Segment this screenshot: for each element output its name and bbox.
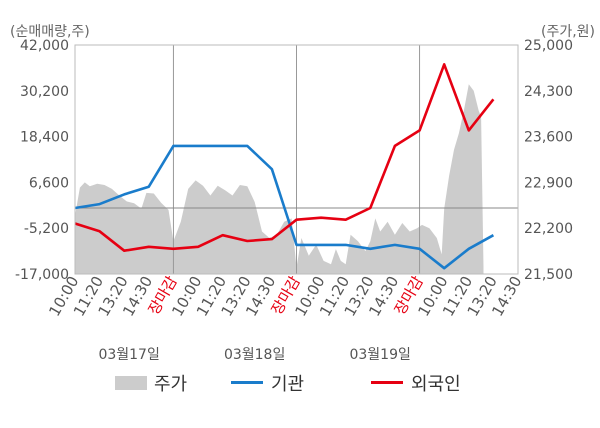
institution-line-layer xyxy=(74,144,495,270)
legend-foreign-label: 외국인 xyxy=(411,374,461,395)
legend-inst-label: 기관 xyxy=(271,374,304,395)
legend-inst-swatch xyxy=(231,381,263,384)
left-tick-label: -5,200 xyxy=(24,221,69,237)
plot-frame xyxy=(74,44,519,275)
foreign-line xyxy=(74,63,495,252)
right-tick-label: 21,500 xyxy=(524,267,573,283)
right-tick-label: 22,900 xyxy=(524,175,573,191)
institution-line xyxy=(74,144,495,270)
foreign-line-layer xyxy=(74,63,495,252)
right-tick-label: 22,200 xyxy=(524,221,573,237)
left-tick-label: 30,200 xyxy=(20,84,69,100)
price-area-layer xyxy=(75,84,484,274)
day-label: 03월17일 xyxy=(98,347,159,363)
right-axis-unit: (주가,원) xyxy=(541,24,595,40)
left-tick-label: 6,600 xyxy=(29,175,69,191)
right-axis-ticks: 25,000 24,300 23,600 22,900 22,200 21,500 xyxy=(524,38,573,283)
price-area xyxy=(75,84,484,274)
left-axis-ticks: 42,000 30,200 18,400 6,600 -5,200 -17,000 xyxy=(15,38,69,283)
x-axis-ticks: 10:0011:2013:2014:30장마감10:0011:2013:2014… xyxy=(45,273,525,320)
legend-foreign-swatch xyxy=(371,381,403,384)
plot-area xyxy=(74,44,519,275)
day-labels: 03월17일 03월18일 03월19일 xyxy=(98,347,410,363)
left-tick-label: 42,000 xyxy=(20,38,69,54)
left-axis-unit: (순매매량,주) xyxy=(10,24,90,40)
legend: 주가 기관 외국인 xyxy=(115,374,461,395)
left-tick-label: -17,000 xyxy=(15,267,69,283)
right-tick-label: 24,300 xyxy=(524,84,573,100)
right-tick-label: 25,000 xyxy=(524,38,573,54)
legend-price-label: 주가 xyxy=(154,374,187,395)
day-label: 03월18일 xyxy=(224,347,285,363)
right-tick-label: 23,600 xyxy=(524,130,573,146)
left-tick-label: 18,400 xyxy=(20,130,69,146)
day-label: 03월19일 xyxy=(349,347,410,363)
gridlines xyxy=(75,45,518,274)
legend-price-swatch xyxy=(115,376,147,390)
